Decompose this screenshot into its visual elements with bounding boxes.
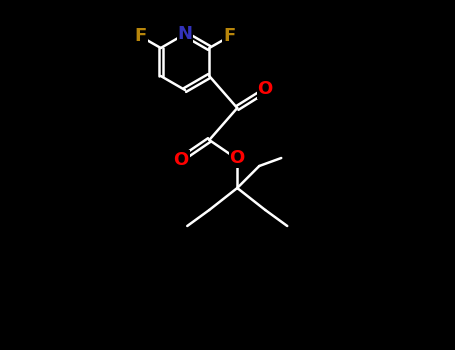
Text: F: F (135, 27, 147, 45)
Text: O: O (174, 151, 189, 169)
Text: N: N (177, 25, 192, 43)
Text: O: O (258, 80, 273, 98)
Text: O: O (230, 149, 245, 167)
Text: F: F (223, 27, 235, 45)
